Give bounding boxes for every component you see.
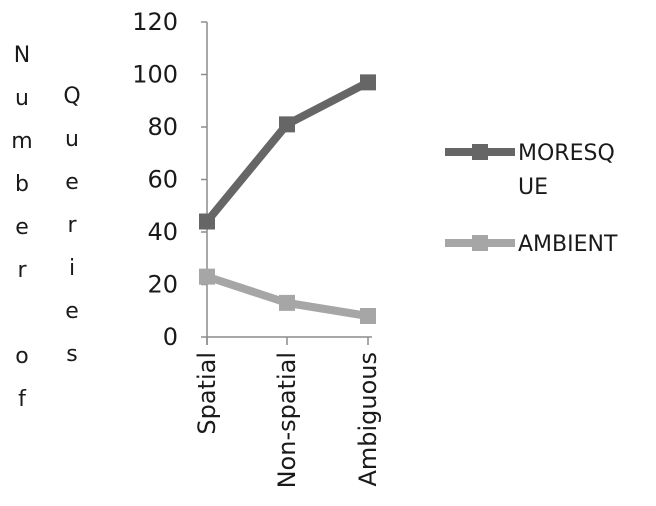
legend: MORESQ UE AMBIENT [445,141,618,257]
data-point-marker [360,308,376,324]
data-point-marker [199,213,215,230]
y-axis-label-letter: b [15,172,29,197]
y-axis-label-letter: s [66,342,77,367]
series-line [203,78,370,225]
x-category-label: Non-spatial [273,352,301,488]
axes: 0 20 40 60 80 100 120 Spatial Non-spatial Ambiguo… [132,8,382,488]
y-tick-label: 80 [147,113,178,141]
legend-swatch-marker [472,144,488,160]
y-axis-label-letter: e [65,299,79,324]
y-axis-label-letter: r [67,213,77,238]
data-point-marker [279,116,295,133]
legend-label: AMBIENT [518,232,618,257]
y-axis-label-letter: o [15,344,28,369]
x-category-label: Ambiguous [354,352,382,487]
y-tick-label: 20 [147,271,178,299]
y-axis-label-letter: Q [63,84,80,109]
y-axis-label-letter: m [11,129,32,154]
y-tick-label: 0 [163,323,178,351]
data-point-marker [199,268,215,285]
legend-label: MORESQ [518,141,615,166]
y-axis-label-letter: u [15,86,29,111]
y-axis-label-letter: N [14,43,30,68]
y-tick-label: 40 [147,218,178,246]
y-axis-label-letter: f [18,387,27,412]
legend-swatch-marker [472,235,488,251]
y-axis-label-letter: e [15,215,29,240]
y-axis-label-letter: i [69,256,75,281]
y-tick-label: 120 [132,8,178,36]
y-axis-label-letter: u [65,127,79,152]
x-category-label: Spatial [193,352,221,435]
series-lines [199,74,376,324]
data-point-marker [279,294,295,311]
y-axis-label-letter: e [65,170,79,195]
y-tick-label: 100 [132,61,178,89]
y-axis-label-letter: r [17,258,27,283]
data-point-marker [360,74,376,91]
y-tick-label: 60 [147,166,178,194]
legend-label: UE [518,175,548,200]
